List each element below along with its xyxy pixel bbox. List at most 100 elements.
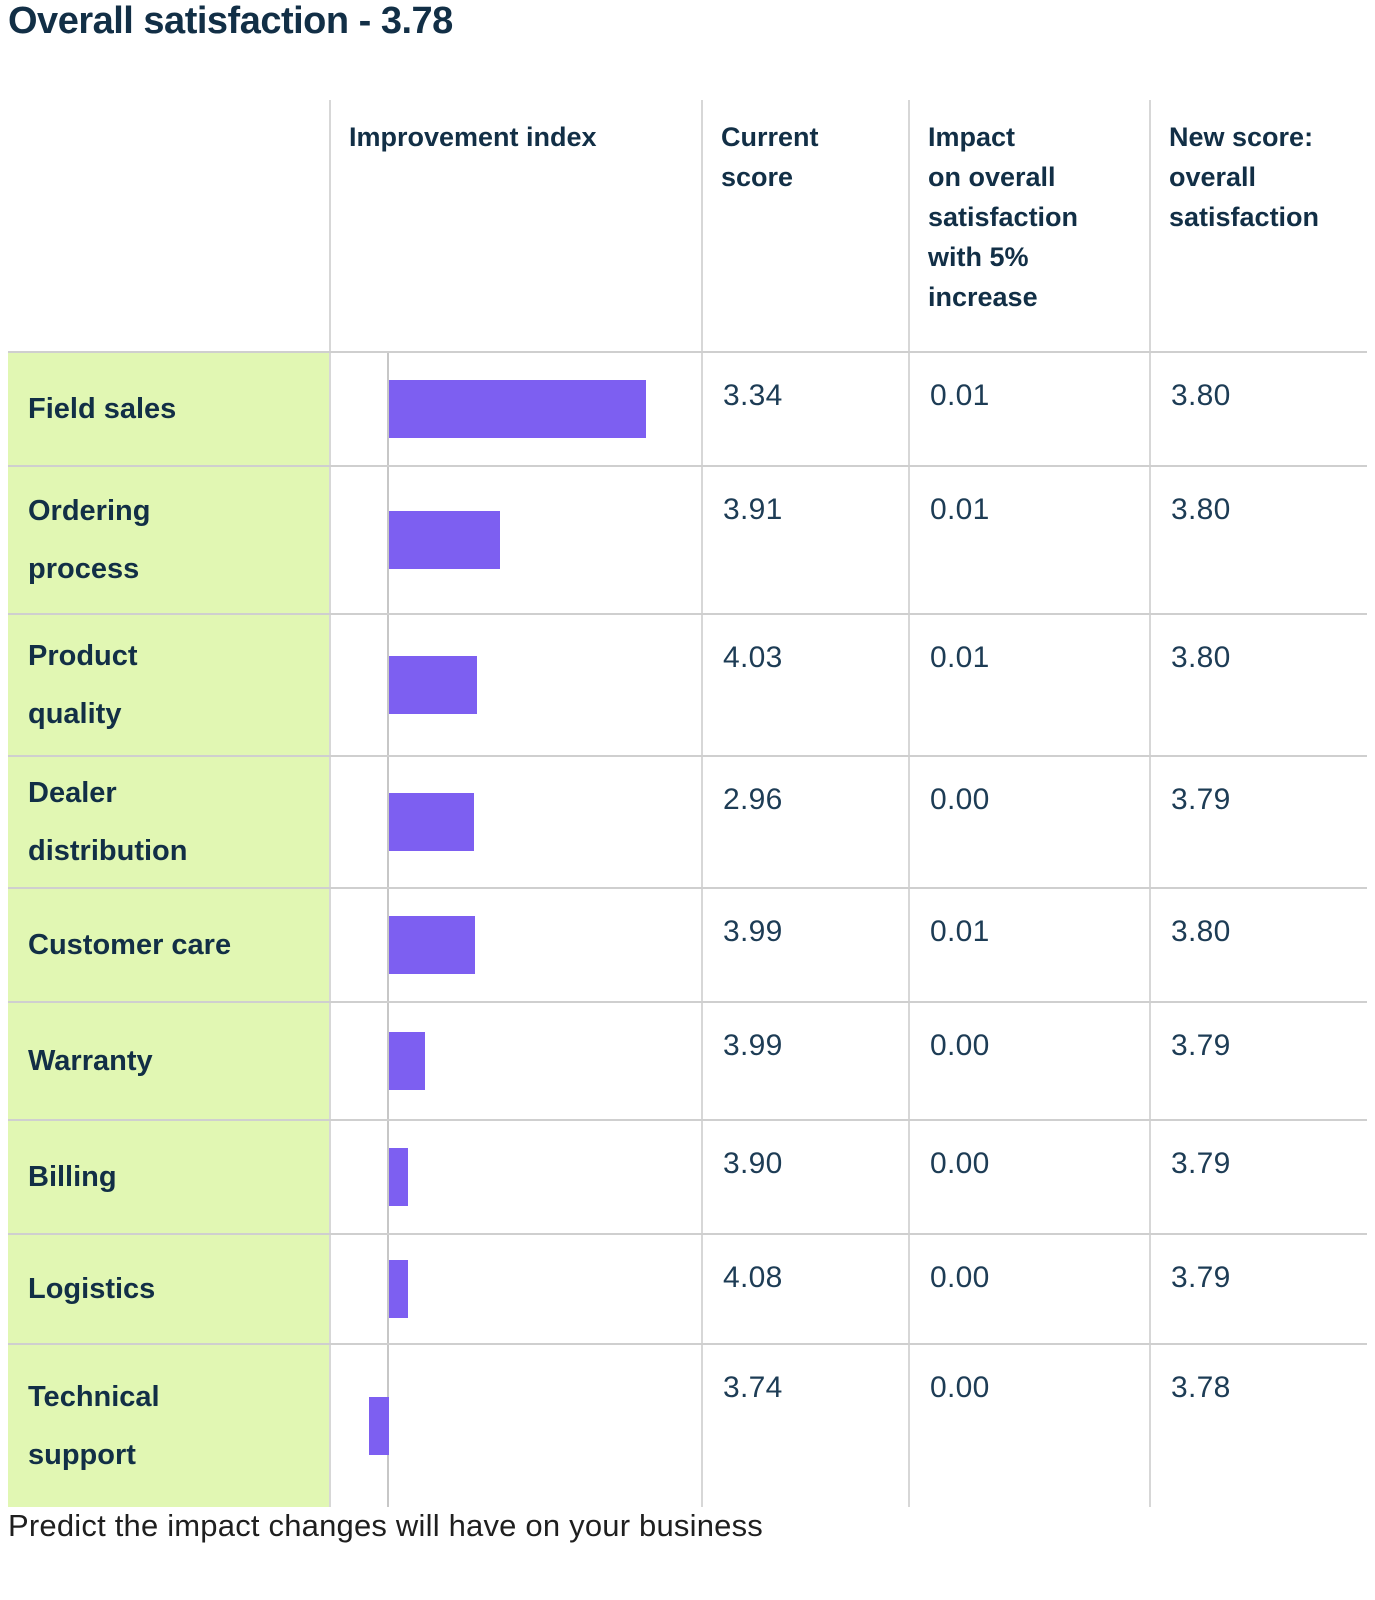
column-header-impact: Impact on overall satisfaction with 5% i… <box>928 122 1079 312</box>
row-label-cell: Field sales <box>8 353 329 465</box>
improvement-index-cell <box>329 1235 701 1343</box>
current-score-value: 3.91 <box>723 493 783 526</box>
table-row: Technical support 3.74 0.00 3.78 <box>8 1343 1367 1507</box>
row-label-cell: Logistics <box>8 1235 329 1343</box>
improvement-index-cell <box>329 889 701 1001</box>
new-score-cell: 3.79 <box>1149 1121 1367 1233</box>
new-score-cell: 3.80 <box>1149 889 1367 1001</box>
current-score-value: 3.99 <box>723 1029 783 1062</box>
header-cell-new-score: New score: overall satisfaction <box>1149 100 1367 351</box>
impact-value: 0.00 <box>930 783 990 816</box>
row-label: Technical support <box>28 1381 160 1471</box>
row-label: Customer care <box>28 929 232 961</box>
improvement-bar <box>389 793 474 851</box>
axis-line <box>387 1235 389 1343</box>
row-label-cell: Warranty <box>8 1003 329 1119</box>
impact-cell: 0.01 <box>908 615 1149 755</box>
improvement-index-cell <box>329 615 701 755</box>
row-label: Product quality <box>28 640 138 730</box>
current-score-value: 2.96 <box>723 783 783 816</box>
header-cell-impact: Impact on overall satisfaction with 5% i… <box>908 100 1149 351</box>
axis-line <box>387 889 389 1001</box>
axis-line <box>387 467 389 613</box>
table-row: Dealer distribution 2.96 0.00 3.79 <box>8 755 1367 887</box>
improvement-index-cell <box>329 1003 701 1119</box>
row-label: Billing <box>28 1161 117 1193</box>
improvement-bar <box>389 1260 408 1318</box>
row-label: Warranty <box>28 1045 153 1077</box>
current-score-cell: 4.08 <box>701 1235 908 1343</box>
new-score-cell: 3.80 <box>1149 467 1367 613</box>
table-row: Field sales 3.34 0.01 3.80 <box>8 351 1367 465</box>
new-score-value: 3.80 <box>1171 493 1231 526</box>
current-score-value: 3.74 <box>723 1371 783 1404</box>
impact-cell: 0.00 <box>908 1345 1149 1507</box>
new-score-cell: 3.79 <box>1149 1235 1367 1343</box>
satisfaction-table: Improvement index Current score Impact o… <box>8 100 1367 1507</box>
improvement-index-cell <box>329 1121 701 1233</box>
impact-cell: 0.00 <box>908 757 1149 887</box>
new-score-cell: 3.80 <box>1149 353 1367 465</box>
impact-value: 0.00 <box>930 1261 990 1294</box>
row-label: Logistics <box>28 1273 156 1305</box>
new-score-cell: 3.79 <box>1149 1003 1367 1119</box>
footer-note: Predict the impact changes will have on … <box>8 1508 763 1543</box>
axis-line <box>387 757 389 887</box>
current-score-cell: 3.34 <box>701 353 908 465</box>
row-label-cell: Technical support <box>8 1345 329 1507</box>
row-label-cell: Ordering process <box>8 467 329 613</box>
table-row: Product quality 4.03 0.01 3.80 <box>8 613 1367 755</box>
row-label: Ordering process <box>28 495 151 585</box>
improvement-bar <box>389 380 646 438</box>
new-score-cell: 3.79 <box>1149 757 1367 887</box>
improvement-bar <box>389 916 475 974</box>
impact-cell: 0.01 <box>908 353 1149 465</box>
improvement-index-cell <box>329 467 701 613</box>
new-score-value: 3.80 <box>1171 379 1231 412</box>
impact-value: 0.00 <box>930 1371 990 1404</box>
header-cell-current: Current score <box>701 100 908 351</box>
improvement-bar <box>389 1148 408 1206</box>
new-score-value: 3.79 <box>1171 1029 1231 1062</box>
current-score-cell: 3.91 <box>701 467 908 613</box>
current-score-cell: 3.99 <box>701 1003 908 1119</box>
current-score-cell: 3.99 <box>701 889 908 1001</box>
current-score-cell: 4.03 <box>701 615 908 755</box>
current-score-value: 3.90 <box>723 1147 783 1180</box>
header-cell-empty <box>8 100 329 351</box>
row-label-cell: Dealer distribution <box>8 757 329 887</box>
new-score-value: 3.80 <box>1171 641 1231 674</box>
page-title: Overall satisfaction - 3.78 <box>8 0 453 42</box>
improvement-bar <box>389 511 500 569</box>
impact-value: 0.01 <box>930 641 990 674</box>
column-header-improvement-index: Improvement index <box>349 122 597 152</box>
improvement-index-cell <box>329 353 701 465</box>
improvement-index-cell <box>329 757 701 887</box>
axis-line <box>387 353 389 465</box>
impact-value: 0.00 <box>930 1029 990 1062</box>
current-score-value: 4.03 <box>723 641 783 674</box>
row-label: Field sales <box>28 393 177 425</box>
row-label: Dealer distribution <box>28 777 188 867</box>
row-label-cell: Product quality <box>8 615 329 755</box>
column-header-current-score: Current score <box>721 122 819 192</box>
impact-cell: 0.01 <box>908 889 1149 1001</box>
impact-value: 0.01 <box>930 493 990 526</box>
current-score-value: 3.99 <box>723 915 783 948</box>
table-row: Ordering process 3.91 0.01 3.80 <box>8 465 1367 613</box>
new-score-value: 3.80 <box>1171 915 1231 948</box>
impact-cell: 0.00 <box>908 1235 1149 1343</box>
impact-cell: 0.00 <box>908 1003 1149 1119</box>
new-score-value: 3.79 <box>1171 783 1231 816</box>
table-row: Logistics 4.08 0.00 3.79 <box>8 1233 1367 1343</box>
table-row: Warranty 3.99 0.00 3.79 <box>8 1001 1367 1119</box>
new-score-cell: 3.80 <box>1149 615 1367 755</box>
axis-line <box>387 1121 389 1233</box>
new-score-value: 3.78 <box>1171 1371 1231 1404</box>
improvement-bar <box>389 1032 425 1090</box>
current-score-value: 4.08 <box>723 1261 783 1294</box>
table-row: Billing 3.90 0.00 3.79 <box>8 1119 1367 1233</box>
improvement-bar <box>389 656 477 714</box>
column-header-new-score: New score: overall satisfaction <box>1169 122 1320 232</box>
